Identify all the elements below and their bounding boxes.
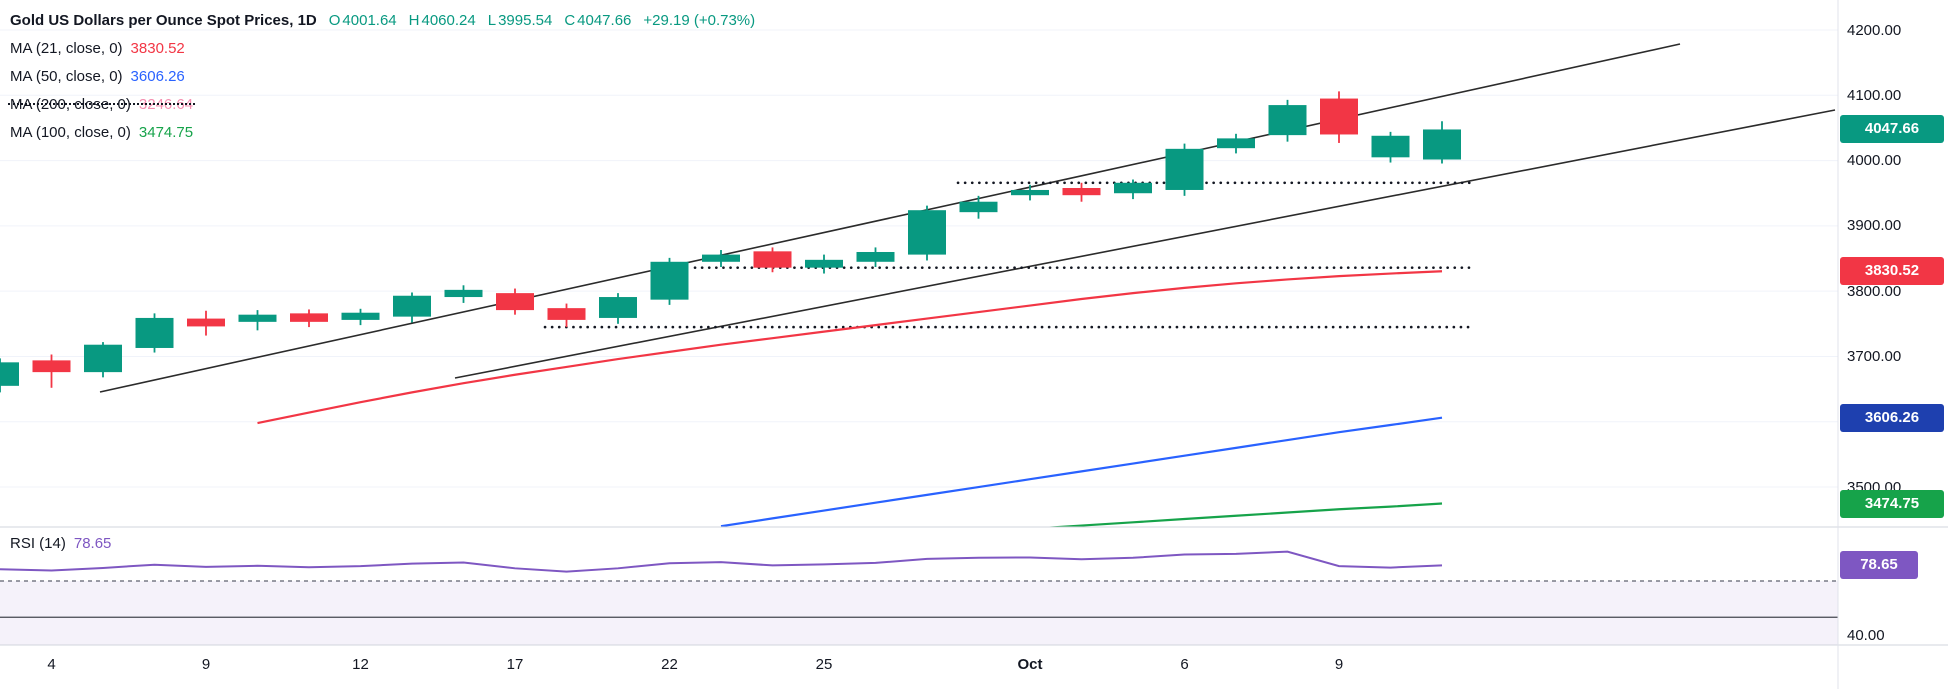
rsi-line: [0, 550, 1443, 573]
ma21-line: [257, 270, 1443, 425]
gridlines: [0, 29, 1838, 488]
ma100-label: MA (100, close, 0): [10, 123, 131, 141]
price-axis-label: 3800.00: [1847, 282, 1902, 300]
candle-body: [0, 362, 19, 386]
ohlc-high-value: 4060.24: [421, 11, 476, 29]
price-pane: [0, 43, 1836, 527]
time-axis-label: 9: [1334, 656, 1344, 673]
ohlc-high-label: H: [408, 11, 420, 29]
ohlc-close: C 4047.66: [564, 12, 631, 29]
rsi-indicator-value: 78.65: [73, 534, 112, 552]
trendlines: [99, 43, 1836, 393]
candle-body: [547, 308, 586, 320]
candle-body: [1062, 188, 1101, 196]
ma21-legend-value: 3830.52: [130, 39, 185, 57]
time-axis-label: 12: [352, 656, 369, 673]
ma100-line: [1041, 502, 1443, 527]
price-axis-label: 3900.00: [1847, 217, 1902, 235]
candle-body: [856, 251, 895, 262]
candle-body: [1165, 148, 1204, 190]
ohlc-open-label: O: [328, 11, 341, 29]
price-axis-label: 4100.00: [1847, 86, 1902, 104]
candle-body: [238, 314, 277, 322]
time-axis-label: 25: [815, 656, 833, 673]
ohlc-open: O 4001.64: [329, 12, 397, 29]
ohlc-low-value: 3995.54: [498, 11, 553, 29]
close-price-badge: 4047.66: [1840, 115, 1944, 144]
candle-body: [959, 201, 998, 213]
legend-ma50-row[interactable]: MA (50, close, 0) 3606.26: [10, 62, 185, 90]
ohlc-open-value: 4001.64: [342, 11, 397, 29]
time-axis-label: 22: [661, 656, 678, 673]
candle-body: [1371, 135, 1410, 158]
rsi-indicator-label: RSI (14): [10, 534, 66, 552]
time-axis-label: 6: [1180, 656, 1189, 673]
price-change: +29.19 (+0.73%): [643, 11, 756, 29]
candle-body: [32, 360, 71, 373]
candle-body: [496, 293, 534, 311]
candle-body: [805, 259, 843, 268]
rsi-value-badge: 78.65: [1840, 551, 1918, 580]
candles-layer[interactable]: [0, 91, 1461, 393]
ohlc-low-label: L: [487, 11, 497, 29]
price-axis-label: 4200.00: [1847, 21, 1902, 39]
ma50-value-badge: 3606.26: [1840, 403, 1944, 432]
symbol-title: Gold US Dollars per Ounce Spot Prices, 1…: [10, 11, 317, 29]
time-axis-label: 9: [201, 656, 211, 673]
ohlc-close-label: C: [564, 11, 576, 29]
rsi-legend[interactable]: RSI (14) 78.65: [10, 531, 111, 555]
time-axis-label: 4: [47, 656, 56, 673]
ohlc-high: H 4060.24: [409, 12, 476, 29]
price-axis-label: 4000.00: [1847, 152, 1902, 170]
candle-body: [599, 297, 637, 318]
rsi-axis-label: 40.00: [1847, 626, 1885, 644]
time-axis-label: Oct: [1017, 656, 1043, 673]
candle-body: [1423, 129, 1461, 160]
symbol-title-row[interactable]: Gold US Dollars per Ounce Spot Prices, 1…: [10, 6, 755, 34]
ma100-legend-value: 3474.75: [138, 123, 194, 141]
ohlc-close-value: 4047.66: [577, 11, 632, 29]
candle-body: [1011, 189, 1049, 196]
candle-body: [290, 313, 328, 322]
rsi-pane: [0, 550, 1838, 645]
candle-body: [702, 254, 740, 262]
ma50-label: MA (50, close, 0): [10, 67, 123, 85]
legend-ma21-row[interactable]: MA (21, close, 0) 3830.52: [10, 34, 185, 62]
rsi-band-fill: [0, 580, 1838, 645]
ma50-line: [720, 416, 1443, 527]
ma21-label: MA (21, close, 0): [10, 39, 123, 57]
ma21-value-badge: 3830.52: [1840, 257, 1944, 286]
ma200-legend-value: 3246.64: [138, 95, 194, 113]
ohlc-low: L 3995.54: [488, 12, 553, 29]
candle-body: [1217, 138, 1255, 149]
candle-body: [908, 210, 946, 255]
candle-body: [341, 312, 380, 320]
time-axis-label: 17: [506, 656, 524, 673]
candle-body: [187, 318, 225, 327]
candle-body: [135, 317, 174, 348]
candle-body: [444, 289, 483, 298]
candle-body: [753, 251, 792, 268]
legend-ma100-row[interactable]: MA (100, close, 0) 3474.75: [10, 118, 193, 146]
candle-body: [393, 295, 431, 317]
candle-body: [1114, 182, 1152, 194]
ma100-value-badge: 3474.75: [1840, 489, 1944, 518]
legend-ma200-row[interactable]: MA (200, close, 0) 3246.64: [7, 90, 196, 118]
ma50-legend-value: 3606.26: [130, 67, 185, 85]
candle-body: [1268, 105, 1307, 136]
candle-body: [84, 344, 122, 373]
dotted-levels: [543, 181, 1477, 329]
price-axis-label: 3700.00: [1847, 347, 1902, 365]
candle-body: [1320, 98, 1358, 135]
ma200-label: MA (200, close, 0): [10, 95, 131, 113]
chart-legend: Gold US Dollars per Ounce Spot Prices, 1…: [7, 6, 755, 146]
candle-body: [650, 261, 689, 300]
